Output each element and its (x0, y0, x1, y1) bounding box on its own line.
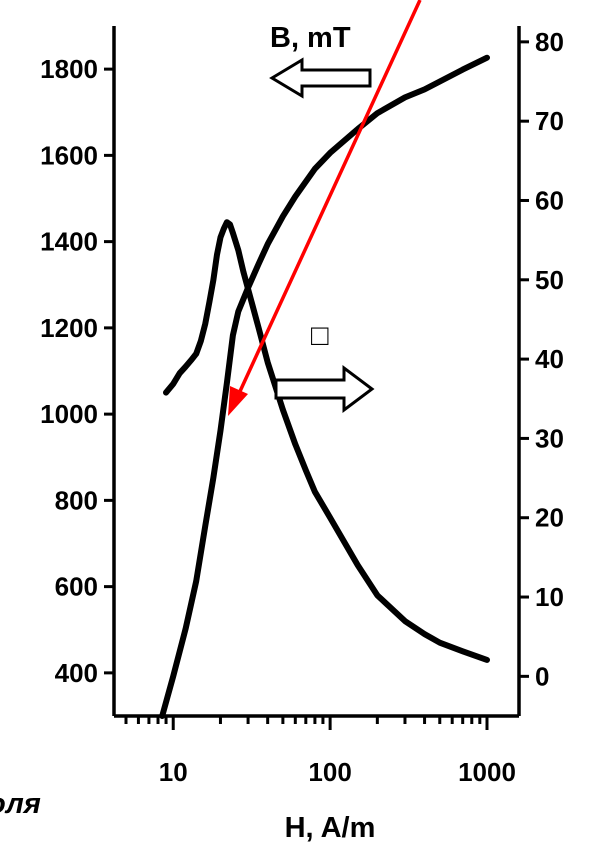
mu-series-label: □ (311, 320, 329, 352)
x-tick-label: 1000 (458, 757, 516, 787)
left-y-tick-label: 600 (55, 572, 98, 602)
red-pointer-arrowhead (228, 386, 248, 416)
x-tick-label: 100 (308, 757, 351, 787)
right-y-tick-label: 60 (535, 185, 564, 215)
b-series-line (159, 54, 490, 719)
left-y-tick-label: 400 (55, 658, 98, 688)
right-y-tick-label: 20 (535, 503, 564, 533)
left-y-tick-label: 800 (55, 485, 98, 515)
x-axis-ticks: 10 100 1000 (124, 716, 516, 787)
right-y-tick-label: 50 (535, 265, 564, 295)
right-y-tick-label: 80 (535, 27, 564, 57)
x-tick-label: 10 (159, 757, 188, 787)
right-y-tick-label: 40 (535, 344, 564, 374)
left-y-tick-label: 1600 (40, 140, 98, 170)
left-y-tick-label: 1800 (40, 54, 98, 84)
red-pointer-arrow-line (234, 0, 422, 401)
left-y-tick-label: 1000 (40, 399, 98, 429)
left-y-tick-label: 1200 (40, 313, 98, 343)
b-series-label: B, mT (270, 22, 351, 54)
right-y-tick-label: 10 (535, 582, 564, 612)
left-y-tick-label: 1400 (40, 227, 98, 257)
mu-direction-arrow-right (274, 365, 375, 413)
mu-series-line (163, 219, 490, 663)
series-group (159, 54, 490, 719)
x-axis-title: H, A/m (285, 812, 376, 844)
b-direction-arrow-left (269, 57, 372, 99)
left-axis-ticks: 400 600 800 1000 1200 1400 1600 1800 (40, 54, 114, 688)
right-y-tick-label: 0 (535, 661, 549, 691)
right-y-tick-label: 30 (535, 423, 564, 453)
right-axis-ticks: 0 10 20 30 40 50 60 70 80 (519, 27, 564, 691)
right-y-tick-label: 70 (535, 106, 564, 136)
cropped-text-fragment: оля (0, 788, 41, 820)
